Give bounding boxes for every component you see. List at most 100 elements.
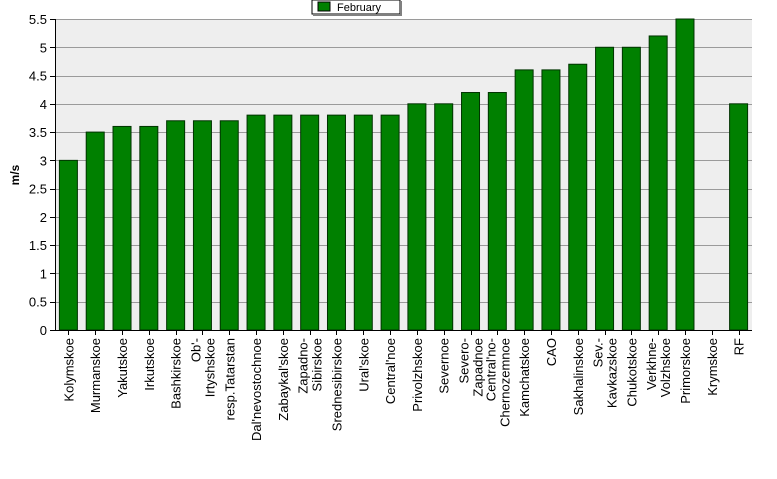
x-tick-label: Kolymskoe xyxy=(61,338,76,402)
y-tick-label: 1 xyxy=(40,266,47,281)
bar xyxy=(487,92,507,331)
x-tick-label-group: Primorskoe xyxy=(678,338,693,404)
x-tick-label: Murmanskoe xyxy=(88,338,103,413)
y-tick-label: 4 xyxy=(40,97,47,112)
x-tick-label: Central'no- xyxy=(483,338,498,401)
x-tick-label-group: Kolymskoe xyxy=(61,338,76,402)
x-tick-label-group: Severo- Zapadnoe xyxy=(457,338,486,397)
y-tick-label: 5 xyxy=(40,40,47,55)
x-tick-label: Sev.- xyxy=(591,338,606,367)
x-tick-label-group: resp.Tatarstan xyxy=(222,338,237,420)
x-tick-label-group: Zabaykal'skoe xyxy=(276,338,291,421)
x-tick-label: Bashkirskoe xyxy=(169,338,184,409)
y-tick-labels: 0 0.5 1 1.5 2 2.5 3 3.5 4 4.5 5 5.5 xyxy=(29,12,47,338)
y-tick-label: 1.5 xyxy=(29,238,47,253)
x-tick-label: Chernozemnoe xyxy=(497,338,512,427)
x-tick-label: Dal'nevostochnoe xyxy=(249,338,264,441)
x-tick-label: Privolzhskoe xyxy=(410,338,425,412)
x-tick-label-group: Dal'nevostochnoe xyxy=(249,338,264,441)
bar xyxy=(461,92,481,331)
bar xyxy=(273,114,293,331)
x-tick-label: Kamchatskoe xyxy=(517,338,532,417)
x-tick-label: Chukotskoe xyxy=(624,338,639,407)
x-tick-label-group: Severnoe xyxy=(437,338,452,394)
bar xyxy=(729,103,749,331)
y-tick-label: 4.5 xyxy=(29,69,47,84)
bar xyxy=(434,103,454,331)
x-tick-label: Sibirskoe xyxy=(310,338,325,391)
y-tick-label: 2 xyxy=(40,210,47,225)
legend-shadow-right xyxy=(400,1,402,15)
bar xyxy=(300,114,320,331)
y-tick-label: 3 xyxy=(40,153,47,168)
x-tick-label-group: Central'noe xyxy=(383,338,398,404)
bar xyxy=(380,114,400,331)
x-tick-label-group: Kamchatskoe xyxy=(517,338,532,417)
x-tick-label: Zabaykal'skoe xyxy=(276,338,291,421)
legend-shadow-bottom xyxy=(313,14,402,16)
x-tick-label: Zapadnoe xyxy=(471,338,486,397)
bar xyxy=(353,114,373,331)
y-tick-label: 2.5 xyxy=(29,182,47,197)
x-tick-label: Zapadno- xyxy=(296,338,311,394)
x-tick-label-group: Yakutskoe xyxy=(115,338,130,398)
x-tick-label: Srednesibirskoe xyxy=(329,338,344,431)
x-tick-label: Krymskoe xyxy=(705,338,720,396)
x-tick-label-group: CAO xyxy=(544,338,559,366)
x-tick-label-group: Privolzhskoe xyxy=(410,338,425,412)
y-tick-label: 3.5 xyxy=(29,125,47,140)
bar xyxy=(246,114,266,331)
x-tick-label: CAO xyxy=(544,338,559,366)
x-tick-label: resp.Tatarstan xyxy=(222,338,237,420)
y-tick-label: 0.5 xyxy=(29,295,47,310)
x-tick-label: Kavkazskoe xyxy=(605,338,620,408)
bar xyxy=(219,120,239,331)
x-tick-label: Sakhalinskoe xyxy=(571,338,586,415)
x-tick-label-group: Central'no- Chernozemnoe xyxy=(483,338,512,427)
x-tick-label: Verkhne- xyxy=(644,338,659,390)
bar xyxy=(166,120,186,331)
x-tick-label-group: Murmanskoe xyxy=(88,338,103,413)
x-tick-label: Ob'- xyxy=(188,338,203,362)
x-tick-label-group: Sev.- Kavkazskoe xyxy=(591,338,620,408)
axes xyxy=(50,19,752,335)
bar xyxy=(514,69,534,331)
legend-label: February xyxy=(337,2,382,14)
x-tick-label-group: Krymskoe xyxy=(705,338,720,396)
bar xyxy=(675,18,695,331)
legend: February xyxy=(311,0,402,16)
bar xyxy=(541,69,561,331)
bar xyxy=(192,120,212,331)
bar xyxy=(139,125,159,331)
bar xyxy=(85,131,105,331)
bar xyxy=(621,46,641,331)
x-tick-label-group: Irkutskoe xyxy=(142,338,157,391)
x-tick-label-group: Zapadno- Sibirskoe xyxy=(296,338,325,394)
x-tick-label-group: Ob'- Irtyshskoe xyxy=(188,338,217,397)
x-tick-label: Volzhskoe xyxy=(658,338,673,397)
bar xyxy=(407,103,427,331)
bar xyxy=(326,114,346,331)
x-tick-label: Primorskoe xyxy=(678,338,693,404)
y-axis-title: m/s xyxy=(8,164,22,185)
y-tick-label: 0 xyxy=(40,323,47,338)
y-tick-label: 5.5 xyxy=(29,12,47,27)
x-tick-label-group: Sakhalinskoe xyxy=(571,338,586,415)
bar xyxy=(58,159,78,331)
x-tick-label-group: Bashkirskoe xyxy=(169,338,184,409)
bar xyxy=(648,35,668,331)
x-tick-label: Irtyshskoe xyxy=(202,338,217,397)
bar xyxy=(595,46,615,331)
x-tick-label: Central'noe xyxy=(383,338,398,404)
x-tick-labels: Kolymskoe Murmanskoe Yakutskoe Irkutskoe Bas… xyxy=(61,338,746,441)
bar xyxy=(112,125,132,331)
x-tick-label-group: RF xyxy=(732,338,747,355)
x-tick-label-group: Verkhne- Volzhskoe xyxy=(644,338,673,397)
legend-swatch xyxy=(317,1,331,12)
x-tick-label: Ural'skoe xyxy=(356,338,371,392)
x-tick-label: RF xyxy=(732,338,747,355)
x-tick-label: Yakutskoe xyxy=(115,338,130,398)
x-tick-label-group: Ural'skoe xyxy=(356,338,371,392)
x-tick-label: Irkutskoe xyxy=(142,338,157,391)
